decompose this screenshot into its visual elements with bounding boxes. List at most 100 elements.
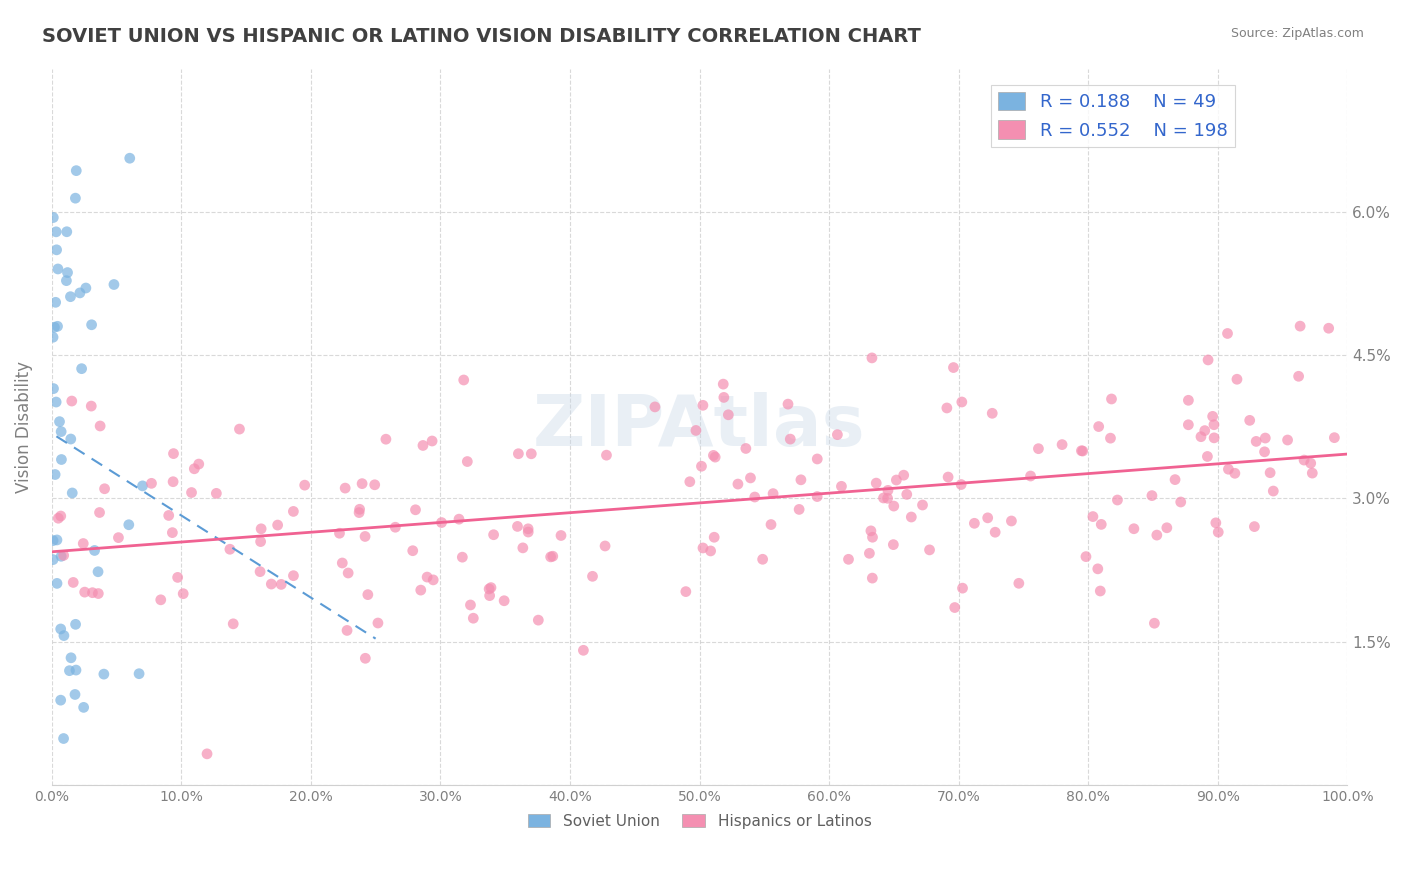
Y-axis label: Vision Disability: Vision Disability bbox=[15, 360, 32, 492]
Point bbox=[416, 570, 439, 584]
Point bbox=[402, 543, 425, 558]
Point bbox=[711, 377, 734, 392]
Point bbox=[541, 549, 564, 564]
Point bbox=[1107, 493, 1129, 508]
Point bbox=[779, 432, 801, 446]
Point bbox=[294, 478, 316, 492]
Point bbox=[860, 571, 883, 585]
Point bbox=[51, 452, 73, 467]
Point bbox=[936, 470, 959, 484]
Point bbox=[250, 522, 273, 536]
Point bbox=[337, 566, 360, 580]
Point bbox=[1292, 453, 1315, 467]
Point bbox=[367, 615, 389, 630]
Point bbox=[195, 747, 218, 761]
Point bbox=[70, 361, 93, 376]
Point bbox=[45, 395, 67, 409]
Point bbox=[45, 295, 67, 310]
Point bbox=[1301, 466, 1323, 480]
Point bbox=[180, 485, 202, 500]
Point bbox=[872, 491, 894, 505]
Point bbox=[42, 533, 65, 548]
Point bbox=[87, 586, 110, 600]
Point bbox=[1000, 514, 1022, 528]
Point bbox=[430, 516, 453, 530]
Point bbox=[1090, 517, 1112, 532]
Point bbox=[1254, 431, 1277, 445]
Point bbox=[950, 477, 973, 491]
Point bbox=[734, 442, 756, 456]
Point bbox=[56, 266, 79, 280]
Point bbox=[806, 490, 828, 504]
Point bbox=[751, 552, 773, 566]
Point bbox=[1099, 431, 1122, 445]
Point bbox=[900, 510, 922, 524]
Point bbox=[1258, 466, 1281, 480]
Point bbox=[1194, 424, 1216, 438]
Point bbox=[336, 624, 359, 638]
Point bbox=[911, 498, 934, 512]
Point bbox=[55, 274, 77, 288]
Point bbox=[330, 556, 353, 570]
Point bbox=[374, 432, 396, 446]
Point bbox=[595, 448, 617, 462]
Point bbox=[692, 398, 714, 412]
Point bbox=[1087, 562, 1109, 576]
Point bbox=[790, 473, 813, 487]
Point bbox=[837, 552, 859, 566]
Point bbox=[62, 575, 84, 590]
Point bbox=[44, 320, 66, 334]
Point bbox=[364, 477, 387, 491]
Point bbox=[48, 415, 70, 429]
Point bbox=[447, 512, 470, 526]
Point bbox=[60, 650, 83, 665]
Point bbox=[984, 525, 1007, 540]
Point bbox=[479, 581, 502, 595]
Point bbox=[46, 511, 69, 525]
Point bbox=[118, 517, 141, 532]
Point bbox=[80, 399, 103, 413]
Point bbox=[51, 549, 73, 564]
Point bbox=[52, 549, 75, 563]
Point bbox=[896, 487, 918, 501]
Point bbox=[60, 486, 83, 500]
Point bbox=[354, 529, 377, 543]
Point bbox=[453, 373, 475, 387]
Point bbox=[981, 406, 1004, 420]
Point bbox=[128, 666, 150, 681]
Point bbox=[451, 550, 474, 565]
Point bbox=[1202, 417, 1225, 432]
Point bbox=[42, 330, 65, 344]
Point bbox=[49, 693, 72, 707]
Point bbox=[1170, 495, 1192, 509]
Point bbox=[73, 585, 96, 599]
Point bbox=[83, 543, 105, 558]
Point bbox=[862, 530, 884, 544]
Point bbox=[58, 664, 80, 678]
Point bbox=[950, 395, 973, 409]
Point bbox=[942, 360, 965, 375]
Point bbox=[581, 569, 603, 583]
Point bbox=[679, 475, 702, 489]
Point bbox=[508, 447, 530, 461]
Point bbox=[422, 573, 444, 587]
Point bbox=[1204, 431, 1226, 445]
Point bbox=[1019, 469, 1042, 483]
Point bbox=[328, 526, 350, 541]
Point bbox=[494, 593, 516, 607]
Point bbox=[1277, 433, 1299, 447]
Point bbox=[103, 277, 125, 292]
Point bbox=[59, 290, 82, 304]
Point bbox=[517, 522, 540, 536]
Point bbox=[740, 471, 762, 485]
Point bbox=[1205, 516, 1227, 530]
Point bbox=[550, 528, 572, 542]
Point bbox=[1226, 372, 1249, 386]
Point bbox=[762, 486, 785, 500]
Point bbox=[776, 397, 799, 411]
Point bbox=[1074, 549, 1097, 564]
Point bbox=[172, 587, 194, 601]
Point bbox=[886, 473, 908, 487]
Point bbox=[787, 502, 810, 516]
Point bbox=[283, 568, 305, 582]
